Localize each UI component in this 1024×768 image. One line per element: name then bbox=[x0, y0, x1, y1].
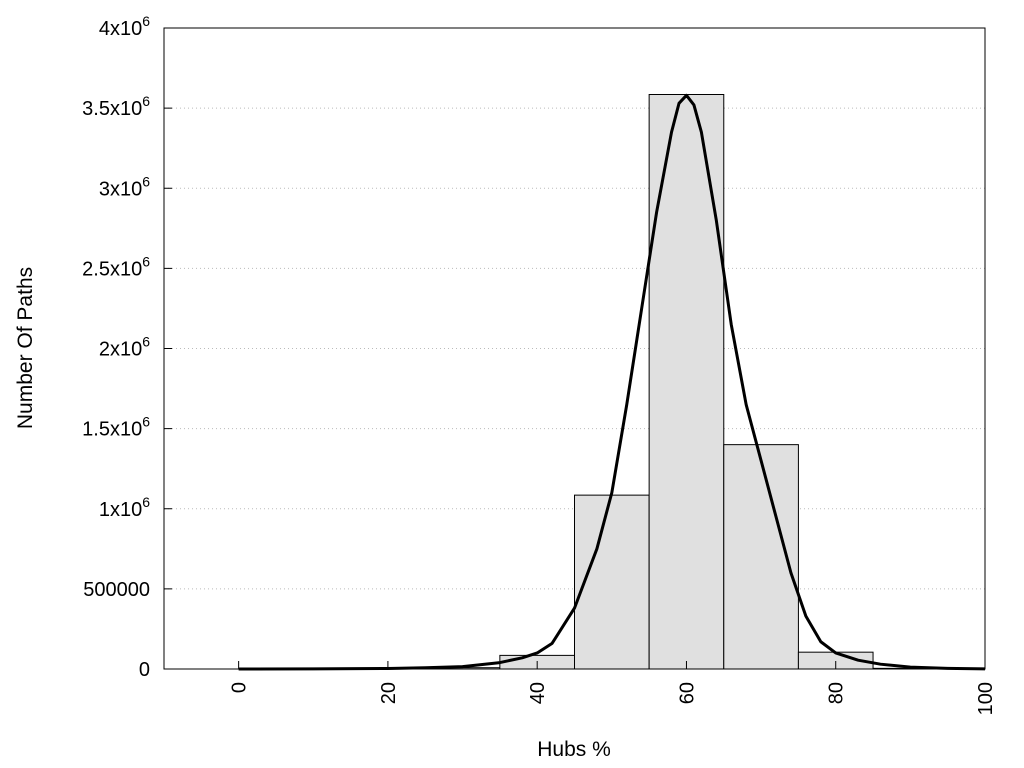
histogram-bar-6 bbox=[648, 94, 725, 670]
x-tick-label-5: 100 bbox=[975, 682, 997, 715]
x-tick-label-0: 0 bbox=[229, 682, 251, 693]
fit-curve-line bbox=[238, 93, 986, 671]
histogram-bar-5 bbox=[574, 494, 650, 670]
y-tick-label-7: 3.5x106 bbox=[82, 93, 150, 120]
y-tick-label-1: 500000 bbox=[83, 579, 150, 601]
x-axis-ticks: 0 20 40 60 80 100 bbox=[229, 661, 997, 715]
histogram-bars bbox=[350, 94, 949, 670]
x-axis-title: Hubs % bbox=[537, 738, 611, 761]
y-tick-label-2: 1x106 bbox=[99, 494, 150, 521]
y-axis-title: Number Of Paths bbox=[14, 267, 37, 429]
x-tick-label-1: 20 bbox=[378, 682, 400, 704]
fit-curve-group bbox=[238, 93, 986, 671]
y-axis-ticks: 0 500000 1x106 1.5x106 2x106 2.5x106 3x106 3.5x… bbox=[82, 13, 172, 681]
y-tick-label-0: 0 bbox=[139, 659, 150, 681]
y-tick-label-8: 4x106 bbox=[99, 13, 150, 40]
x-tick-label-3: 60 bbox=[676, 682, 698, 704]
y-tick-label-4: 2x106 bbox=[99, 334, 150, 361]
x-tick-label-4: 80 bbox=[826, 682, 848, 704]
y-tick-label-3: 1.5x106 bbox=[82, 414, 150, 441]
y-tick-label-6: 3x106 bbox=[99, 173, 150, 200]
y-tick-label-5: 2.5x106 bbox=[82, 253, 150, 280]
gridlines bbox=[164, 107, 985, 590]
x-tick-label-2: 40 bbox=[527, 682, 549, 704]
